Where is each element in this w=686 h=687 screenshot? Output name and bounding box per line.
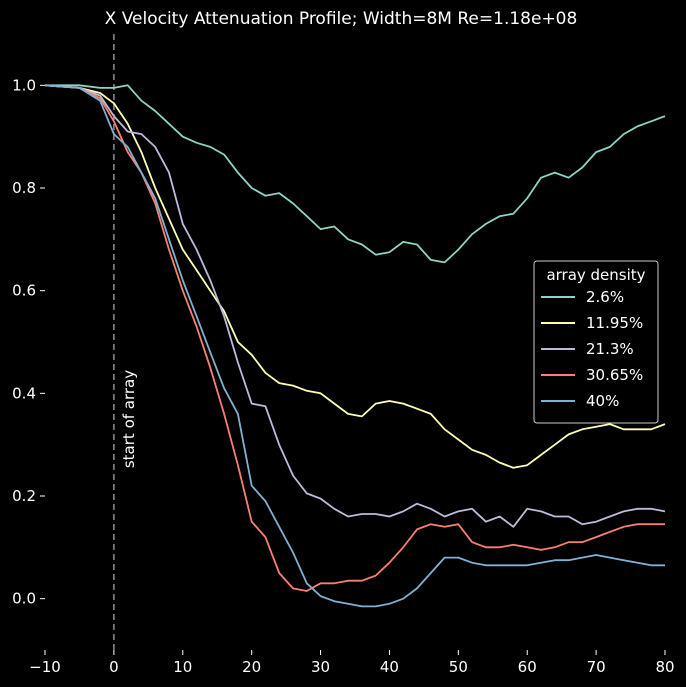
series-line-1: [44, 84, 666, 469]
x-tick-label: 60: [518, 658, 537, 676]
series-line-3: [44, 84, 665, 592]
x-tick-label: 30: [311, 658, 330, 676]
y-tick-label: 0.8: [12, 179, 36, 197]
legend-label: 11.95%: [586, 314, 643, 332]
x-tick-label: 50: [449, 658, 468, 676]
y-tick-label: 1.0: [12, 76, 36, 94]
start-of-array-label: start of array: [120, 370, 138, 468]
series-lines: [44, 84, 666, 608]
x-tick-label: 40: [380, 658, 399, 676]
legend-box: [533, 260, 659, 424]
x-tick-label: 10: [173, 658, 192, 676]
legend-label: 30.65%: [586, 366, 643, 384]
legend: array density 2.6% 11.95% 21.3% 30.65% 40%: [533, 260, 659, 424]
legend-label: 40%: [586, 392, 619, 410]
y-tick-label: 0.0: [12, 590, 36, 608]
series-line-2: [44, 84, 666, 528]
legend-title: array density: [546, 266, 645, 284]
chart-title: X Velocity Attenuation Profile; Width=8M…: [105, 9, 578, 29]
y-tick-label: 0.6: [12, 282, 36, 300]
axes: −10 0 10 20 30 40 50 60 70 80 0.0 0.2 0.4 0.6 0.8 1.0: [12, 76, 674, 676]
series-line-4: [44, 84, 665, 608]
x-tick-label: 0: [109, 658, 119, 676]
legend-label: 21.3%: [586, 340, 634, 358]
x-tick-label: 20: [242, 658, 261, 676]
y-tick-label: 0.2: [12, 487, 36, 505]
legend-label: 2.6%: [586, 288, 624, 306]
series-line-0: [45, 84, 666, 264]
x-tick-label: 70: [587, 658, 606, 676]
y-tick-label: 0.4: [12, 384, 36, 402]
x-tick-label: −10: [29, 658, 61, 676]
x-tick-label: 80: [655, 658, 674, 676]
